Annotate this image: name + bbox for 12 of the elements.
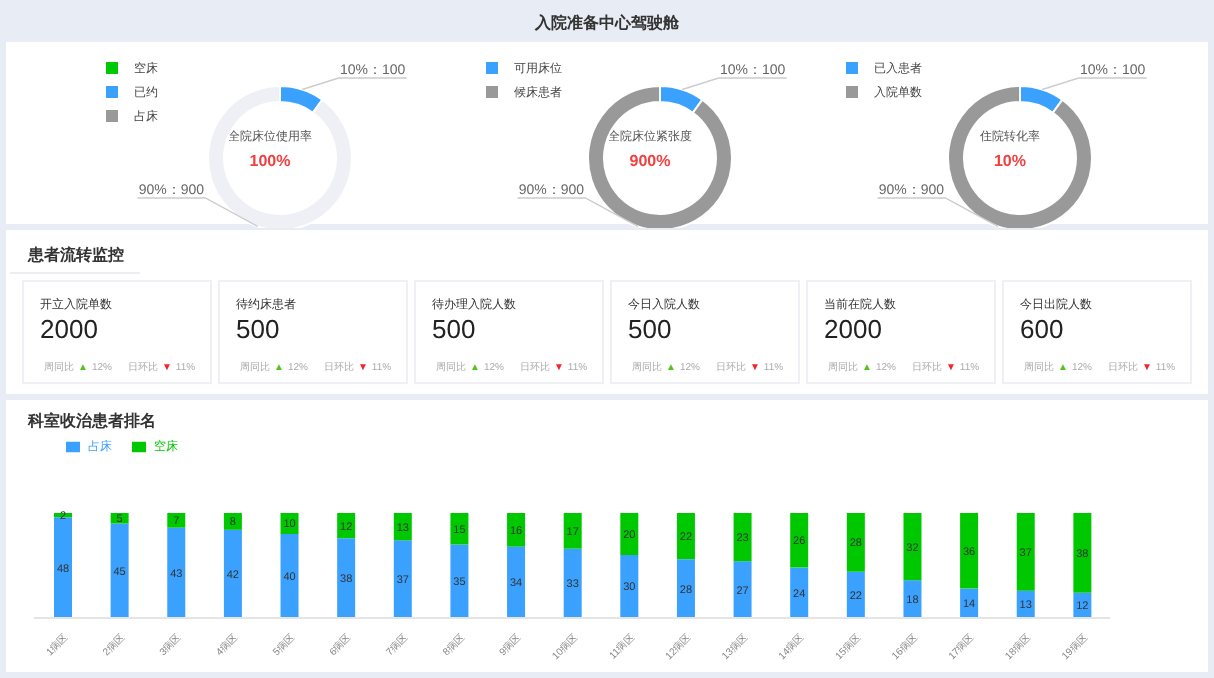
text: 900%: [629, 152, 671, 170]
text: 入院准备中心驾驶舱: [6, 6, 1208, 42]
data-label: 600: [1020, 314, 1064, 344]
data-label: 500: [628, 314, 672, 344]
data-label: 2000: [40, 314, 98, 344]
data-label: 2000: [824, 314, 882, 344]
text: 100%: [249, 152, 291, 170]
text: 10%: [993, 152, 1027, 170]
data-label: 500: [432, 314, 476, 344]
text: 患者流转监控: [28, 244, 124, 266]
chart-title: 科室收治患者排名: [28, 410, 156, 432]
data-label: 500: [236, 314, 280, 344]
